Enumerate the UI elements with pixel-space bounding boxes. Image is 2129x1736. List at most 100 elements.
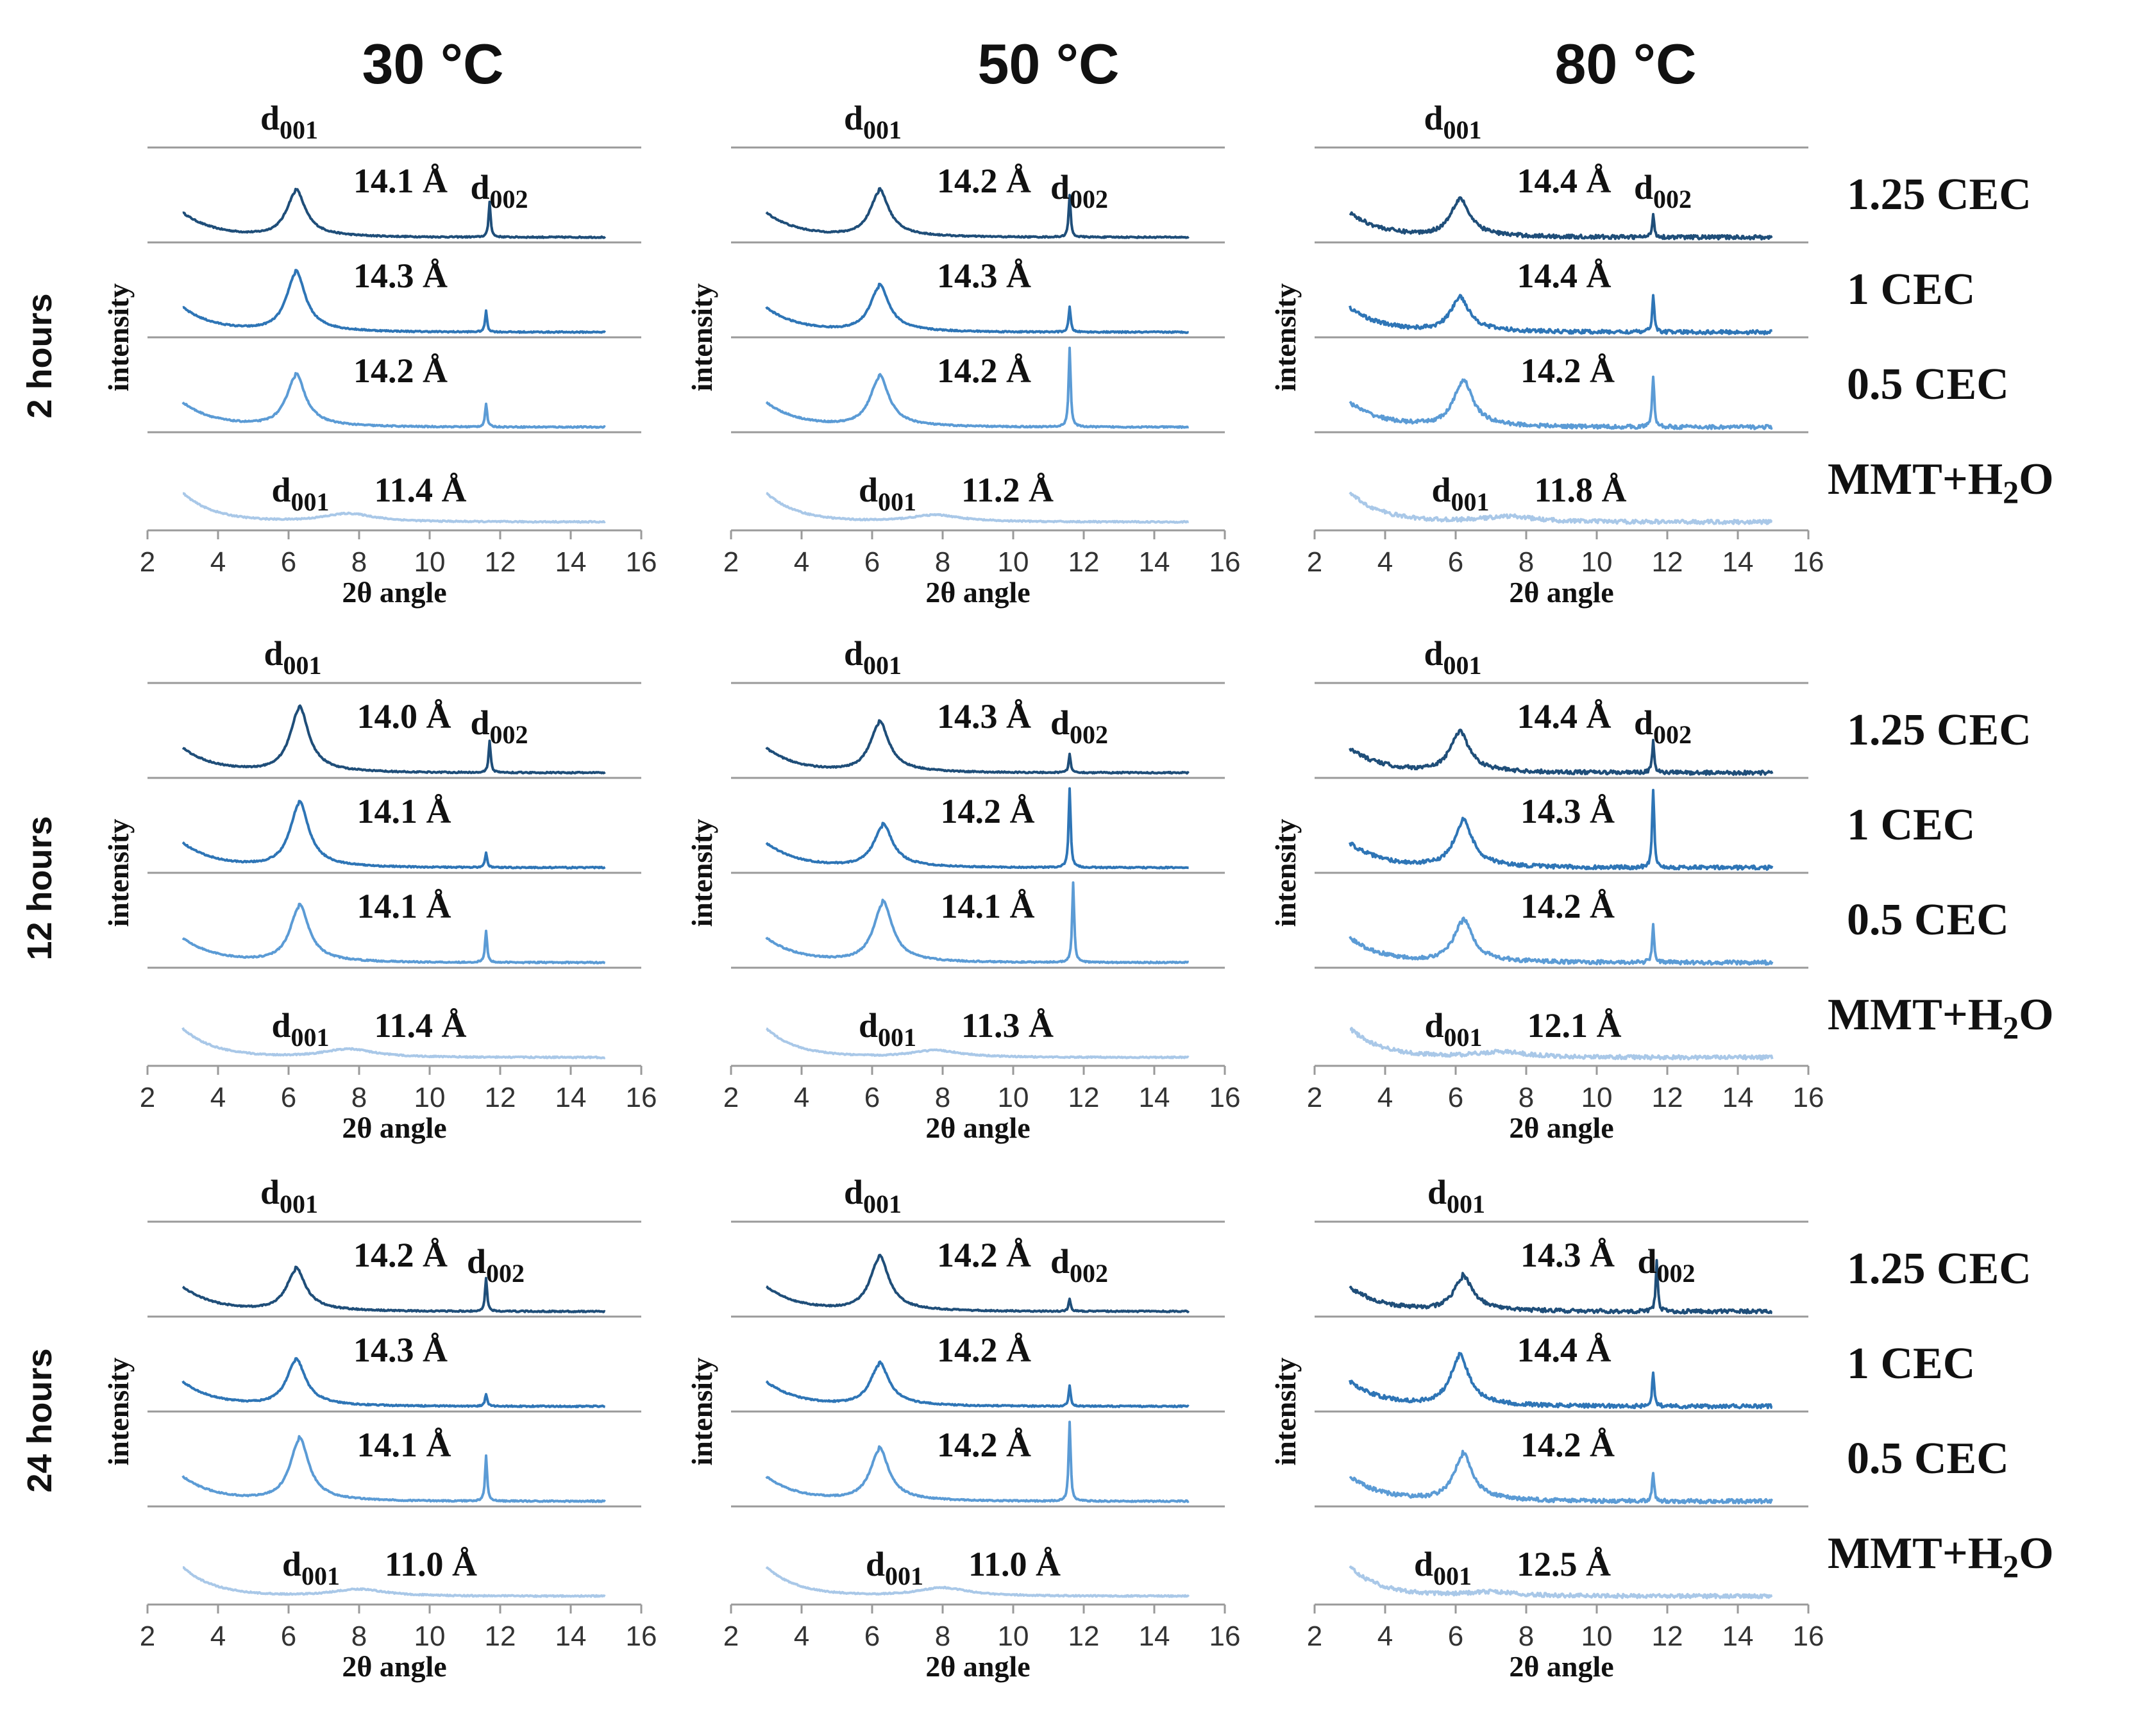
xrd-series-line xyxy=(181,1027,606,1059)
x-tick-label: 14 xyxy=(555,1621,587,1652)
x-tick-label: 12 xyxy=(1652,546,1683,578)
x-tick-label: 16 xyxy=(1209,1621,1241,1652)
xrd-series-line xyxy=(182,492,606,524)
xrd-series-line xyxy=(765,282,1190,334)
x-tick-label: 12 xyxy=(1652,1082,1683,1113)
x-tick-label: 6 xyxy=(281,546,296,578)
xrd-series-line xyxy=(1349,729,1774,776)
d-spacing-label: 14.1 Å xyxy=(357,887,451,925)
d001-label: d001 xyxy=(859,1006,916,1052)
d-spacing-label: 14.2 Å xyxy=(937,351,1031,390)
x-axis-title: 2θ angle xyxy=(925,576,1030,609)
y-axis-title: intensity xyxy=(1269,1358,1302,1466)
d001-label: d001 xyxy=(272,1006,330,1052)
d-spacing-label: 14.3 Å xyxy=(1520,792,1615,830)
d-spacing-label: 12.5 Å xyxy=(1517,1545,1611,1583)
y-axis-title: intensity xyxy=(686,819,718,927)
d002-label: d002 xyxy=(471,704,528,749)
xrd-series-line xyxy=(1349,1027,1774,1061)
xrd-series-line xyxy=(1349,491,1773,525)
x-tick-label: 16 xyxy=(1793,1082,1824,1113)
xrd-panel: 2 4 6 8 10 12 14 16 2θ angle intensity d001 14.0 Å 1… xyxy=(102,634,657,1144)
x-tick-label: 12 xyxy=(485,1082,516,1113)
d-spacing-label: 14.2 Å xyxy=(353,351,448,390)
d002-label: d002 xyxy=(471,168,528,214)
x-tick-label: 16 xyxy=(1209,1082,1241,1113)
d002-label: d002 xyxy=(1050,704,1108,749)
x-tick-label: 14 xyxy=(1722,1621,1754,1652)
d001-label: d001 xyxy=(260,1173,318,1218)
d001-label: d001 xyxy=(844,1173,902,1218)
condition-label: 1 CEC xyxy=(1847,1339,1975,1388)
x-tick-label: 6 xyxy=(864,546,880,578)
x-tick-label: 12 xyxy=(1068,546,1100,578)
x-tick-label: 12 xyxy=(1068,1621,1100,1652)
d-spacing-label: 11.0 Å xyxy=(385,1545,477,1583)
xrd-series-line xyxy=(765,187,1190,239)
xrd-series-line xyxy=(1349,789,1774,871)
x-tick-label: 4 xyxy=(210,546,226,578)
condition-label: MMT+H2O xyxy=(1828,1529,2054,1584)
d-spacing-label: 14.2 Å xyxy=(937,162,1031,200)
d001-label: d001 xyxy=(260,99,318,144)
x-tick-label: 16 xyxy=(626,1621,657,1652)
d002-label: d002 xyxy=(1634,704,1692,749)
y-axis-title: intensity xyxy=(102,283,135,392)
x-axis-title: 2θ angle xyxy=(1509,1650,1613,1683)
xrd-series-line xyxy=(181,1357,606,1408)
y-axis-title: intensity xyxy=(102,819,135,927)
x-axis-title: 2θ angle xyxy=(1509,576,1613,609)
d-spacing-label: 14.2 Å xyxy=(937,1426,1031,1464)
temperature-header: 80 °C xyxy=(1554,32,1696,96)
x-tick-label: 10 xyxy=(414,1082,446,1113)
xrd-panel: 2 4 6 8 10 12 14 16 2θ angle intensity d001 14.4 Å 1… xyxy=(1269,634,1824,1144)
xrd-series-line xyxy=(181,704,606,775)
x-tick-label: 8 xyxy=(351,1082,367,1113)
d-spacing-label: 14.2 Å xyxy=(1520,351,1615,390)
temperature-header: 30 °C xyxy=(362,32,503,96)
x-tick-label: 10 xyxy=(414,546,446,578)
x-tick-label: 14 xyxy=(1722,546,1754,578)
d-spacing-label: 14.2 Å xyxy=(941,792,1035,830)
d-spacing-label: 14.4 Å xyxy=(1517,257,1611,295)
d-spacing-label: 14.2 Å xyxy=(937,1331,1031,1369)
x-tick-label: 16 xyxy=(1793,546,1824,578)
xrd-series-line xyxy=(765,1420,1190,1503)
condition-label: 0.5 CEC xyxy=(1847,895,2009,945)
d001-label: d001 xyxy=(866,1545,923,1590)
x-tick-label: 10 xyxy=(1581,1082,1613,1113)
x-tick-label: 6 xyxy=(864,1621,880,1652)
d001-label: d001 xyxy=(264,634,322,680)
xrd-series-line xyxy=(765,1566,1190,1598)
x-tick-label: 6 xyxy=(1448,1082,1463,1113)
d-spacing-label: 14.1 Å xyxy=(353,162,448,200)
d-spacing-label: 14.3 Å xyxy=(937,697,1031,736)
d-spacing-label: 11.4 Å xyxy=(374,471,467,509)
x-tick-label: 14 xyxy=(1139,1621,1170,1652)
x-tick-label: 8 xyxy=(1519,1082,1534,1113)
xrd-panel: 2 4 6 8 10 12 14 16 2θ angle intensity d001 14.4 Å 1… xyxy=(1269,99,1824,609)
xrd-series-line xyxy=(181,902,606,965)
x-tick-label: 10 xyxy=(414,1621,446,1652)
y-axis-title: intensity xyxy=(102,1358,135,1466)
xrd-series-line xyxy=(1349,1565,1773,1599)
x-tick-label: 2 xyxy=(140,1621,155,1652)
x-tick-label: 2 xyxy=(1307,1621,1322,1652)
xrd-series-line xyxy=(765,881,1190,965)
xrd-series-line xyxy=(766,1027,1190,1059)
d-spacing-label: 11.8 Å xyxy=(1535,471,1627,509)
time-row-label: 24 hours xyxy=(21,1348,59,1492)
xrd-series-line xyxy=(181,800,606,870)
d001-label: d001 xyxy=(844,99,902,144)
x-tick-label: 14 xyxy=(555,546,587,578)
x-tick-label: 6 xyxy=(1448,1621,1463,1652)
x-axis-title: 2θ angle xyxy=(342,576,446,609)
x-tick-label: 4 xyxy=(794,546,809,578)
xrd-series-line xyxy=(181,1265,606,1313)
d-spacing-label: 14.2 Å xyxy=(1520,1426,1615,1464)
d001-label: d001 xyxy=(272,471,330,516)
d001-label: d001 xyxy=(282,1545,340,1590)
x-axis-title: 2θ angle xyxy=(925,1650,1030,1683)
condition-label: MMT+H2O xyxy=(1828,990,2054,1045)
